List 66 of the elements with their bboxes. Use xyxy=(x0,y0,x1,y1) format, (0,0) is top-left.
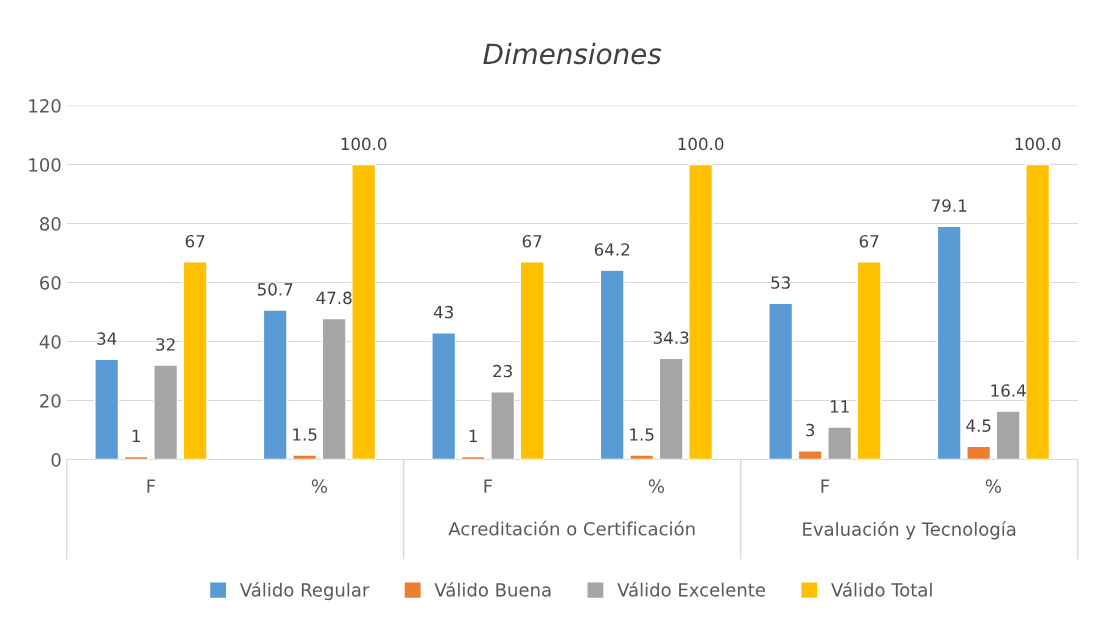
x-tick-label: % xyxy=(985,479,1001,493)
bar xyxy=(797,449,823,460)
data-label: 67 xyxy=(522,234,542,248)
data-label: 11 xyxy=(830,400,849,413)
bar xyxy=(966,445,992,460)
data-label: 32 xyxy=(156,338,175,351)
data-label: 34.3 xyxy=(653,331,689,345)
bar xyxy=(599,269,625,460)
data-label: 3 xyxy=(806,423,815,437)
y-tick-label: 60 xyxy=(40,276,61,290)
bar xyxy=(490,391,516,460)
bar xyxy=(1025,163,1051,460)
bar xyxy=(827,426,853,460)
data-label: 4.5 xyxy=(966,419,991,432)
chart-title: Dimensiones xyxy=(483,42,662,65)
bar xyxy=(431,332,457,460)
legend-label: Válido Total xyxy=(831,581,932,597)
data-label: 50.7 xyxy=(257,283,293,296)
x-tick-label: F xyxy=(147,479,156,493)
y-tick-label: 40 xyxy=(39,335,61,349)
x-tick-label: F xyxy=(821,479,830,493)
data-label: 43 xyxy=(433,305,453,319)
data-label: 1.5 xyxy=(630,428,654,441)
data-label: 64.2 xyxy=(594,243,630,256)
bar xyxy=(153,364,179,460)
x-tick-label: F xyxy=(484,479,493,493)
bar xyxy=(658,357,684,460)
data-label: 100.0 xyxy=(678,137,724,151)
text: Acreditación o Certificación xyxy=(448,520,695,536)
bar xyxy=(94,358,120,460)
y-tick-label: 20 xyxy=(40,394,61,408)
bar xyxy=(519,261,545,460)
data-label: 100.0 xyxy=(341,137,387,151)
bar xyxy=(262,309,288,460)
data-label: 23 xyxy=(493,364,512,378)
y-tick-label: 0 xyxy=(51,453,61,467)
bar xyxy=(182,261,208,460)
y-tick-label: 100 xyxy=(29,158,61,172)
data-label: 67 xyxy=(185,234,205,248)
legend-label: Válido Excelente xyxy=(617,581,765,597)
data-label: 1.5 xyxy=(293,428,317,441)
data-label: 79.1 xyxy=(932,199,967,212)
bar xyxy=(629,454,655,460)
bar xyxy=(351,163,377,460)
data-label: 67 xyxy=(859,234,879,248)
x-tick-label: % xyxy=(311,479,327,493)
data-label: 34 xyxy=(97,332,117,345)
data-label: 16.4 xyxy=(991,384,1026,397)
data-label: 1 xyxy=(132,429,140,443)
data-label: 47.8 xyxy=(316,291,352,305)
text: Evaluación y Tecnología xyxy=(803,521,1016,540)
y-tick-label: 80 xyxy=(40,217,61,231)
y-tick-label: 120 xyxy=(29,99,61,113)
legend-label: Válido Buena xyxy=(434,581,551,597)
data-label: 100.0 xyxy=(1015,137,1061,151)
bar xyxy=(688,163,714,460)
bar xyxy=(292,454,318,460)
x-tick-label: % xyxy=(648,479,664,493)
data-label: 1 xyxy=(469,429,477,443)
data-label: 53 xyxy=(771,276,790,289)
legend-label: Válido Regular xyxy=(239,581,370,601)
bar xyxy=(321,317,347,460)
bar xyxy=(768,302,794,460)
bar xyxy=(856,261,882,460)
bar xyxy=(936,225,962,460)
bar xyxy=(995,410,1021,460)
